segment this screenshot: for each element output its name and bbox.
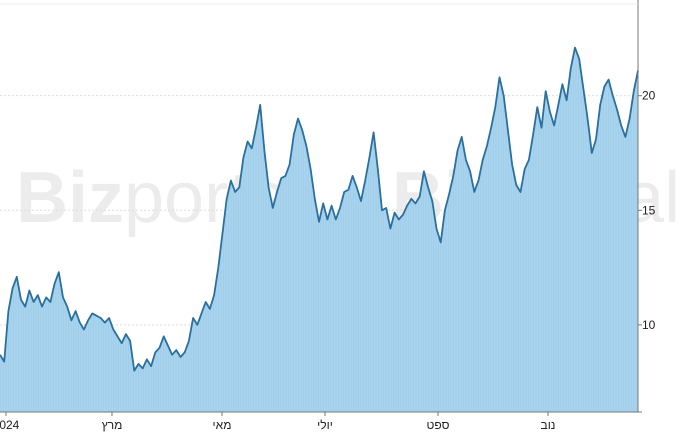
y-axis-ticks: 10 15 20 [638,89,656,332]
watermark-text-0: Bizportal [16,158,304,238]
x-tick-label-5: נוב [541,418,556,432]
y-tick-label-15: 15 [642,203,656,217]
series-layer [0,46,639,412]
x-tick-label-3: יולי [317,418,333,432]
y-tick-label-10: 10 [642,318,656,332]
axes [0,0,642,413]
x-axis-ticks: 2024 מרץ מאי יולי ספט נוב [0,412,555,432]
x-tick-label-2: מאי [213,418,232,432]
y-tick-label-20: 20 [642,89,656,103]
x-tick-label-4: ספט [427,418,450,432]
x-tick-label-1: מרץ [102,418,123,432]
series-line [0,46,639,372]
x-tick-label-0: 2024 [0,418,20,432]
